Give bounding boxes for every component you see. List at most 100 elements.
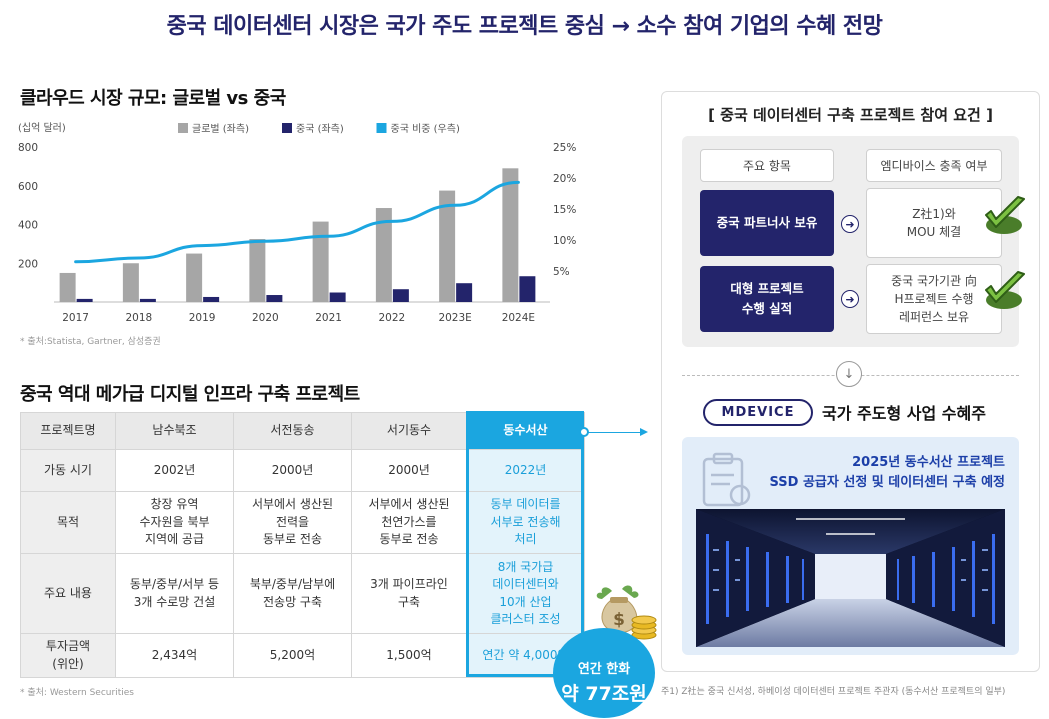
- cloud-source: * 출처:Statista, Gartner, 삼성증권: [20, 337, 161, 347]
- legend-label: 중국 (좌측): [296, 123, 344, 135]
- row-label: 가동 시기: [20, 449, 116, 492]
- table-header-cell: 서기동수: [351, 412, 467, 450]
- table-header-cell-highlight: 동수서산: [466, 412, 585, 450]
- bar: [203, 296, 220, 302]
- table-cell: 서부에서 생산된 전력을 동부로 전송: [233, 491, 352, 554]
- bar: [249, 239, 266, 302]
- connector-dot: [579, 427, 589, 437]
- infra-table: 프로젝트명 남수북조 서전동송 서기동수 동수서산 가동 시기 2002년 20…: [20, 412, 585, 678]
- table-cell: 2000년: [233, 449, 352, 492]
- clipboard-icon: [702, 452, 751, 507]
- legend-swatch: [282, 123, 292, 133]
- arrow-right-icon: ➜: [841, 215, 859, 233]
- table-row: 투자금액 (위안) 2,434억 5,200억 1,500억 연간 약 4,00…: [20, 633, 585, 678]
- legend-swatch: [376, 123, 387, 133]
- requirement-status-project: 중국 국가기관 向 H프로젝트 수행 레퍼런스 보유: [866, 264, 1002, 334]
- beneficiary-title: 국가 주도형 사업 수혜주: [822, 404, 986, 423]
- table-cell: 2000년: [351, 449, 467, 492]
- col-item-header: 주요 항목: [700, 149, 834, 182]
- series-line-china-share: [74, 180, 520, 264]
- infra-section-title: 중국 역대 메가급 디지털 인프라 구축 프로젝트: [20, 384, 360, 405]
- check-icon: [985, 196, 1025, 234]
- table-cell-highlight: 2022년: [466, 449, 585, 492]
- bar: [59, 272, 76, 302]
- bar: [266, 295, 283, 302]
- col-status-header: 엠디바이스 충족 여부: [866, 149, 1002, 182]
- requirement-status-partner: Z社1)와 MOU 체결: [866, 188, 1002, 258]
- table-cell-highlight: 8개 국가급 데이터센터와 10개 산업 클러스터 조성: [466, 553, 585, 634]
- table-row: 가동 시기 2002년 2000년 2000년 2022년: [20, 449, 585, 492]
- bar: [76, 298, 93, 302]
- table-header-row: 프로젝트명 남수북조 서전동송 서기동수 동수서산: [20, 412, 585, 450]
- x-tick-label: 2018: [126, 312, 153, 324]
- footnote: 주1) Z社는 중국 신서성, 하베이성 데이터센터 프로젝트 주관자 (동수서…: [661, 687, 1006, 697]
- bar: [519, 276, 536, 302]
- x-tick-label: 2023E: [438, 312, 471, 324]
- row-label: 주요 내용: [20, 553, 116, 634]
- y-right-tick-label: 25%: [553, 142, 576, 154]
- x-tick-label: 2020: [252, 312, 279, 324]
- legend-swatch: [178, 123, 188, 133]
- cloud-section-title: 클라우드 시장 규모: 글로벌 vs 중국: [20, 88, 286, 109]
- table-cell: 1,500억: [351, 633, 467, 678]
- infra-source: * 출처: Western Securities: [20, 688, 134, 698]
- table-cell: 2,434억: [115, 633, 234, 678]
- bar: [186, 253, 203, 302]
- badge-line2: 약 77조원: [561, 683, 647, 705]
- legend-label: 중국 비중 (우측): [391, 123, 460, 135]
- table-cell: 5,200억: [233, 633, 352, 678]
- y-tick-label: 600: [18, 181, 38, 193]
- x-tick-label: 2024E: [502, 312, 535, 324]
- x-tick-label: 2019: [189, 312, 216, 324]
- datacenter-text: 2025년 동수서산 프로젝트 SSD 공급자 선정 및 데이터센터 구축 예정: [769, 455, 1006, 491]
- table-cell: 창장 유역 수자원을 북부 지역에 공급: [115, 491, 234, 554]
- table-cell: 동부/중부/서부 등 3개 수로망 건설: [115, 553, 234, 634]
- table-cell: 3개 파이프라인 구축: [351, 553, 467, 634]
- y-tick-label: 400: [18, 220, 38, 232]
- arrow-right-icon: ➜: [841, 290, 859, 308]
- bar: [139, 298, 156, 302]
- bar: [312, 221, 329, 302]
- row-label: 목적: [20, 491, 116, 554]
- table-cell-highlight: 동부 데이터를 서부로 전송해 처리: [466, 491, 585, 554]
- legend-label: 글로벌 (좌측): [192, 123, 249, 135]
- page-title: 중국 데이터센터 시장은 국가 주도 프로젝트 중심 → 소수 참여 기업의 수…: [166, 14, 883, 39]
- y-tick-label: 200: [18, 258, 38, 270]
- table-cell: 서부에서 생산된 천연가스를 동부로 전송: [351, 491, 467, 554]
- datacenter-box: 2025년 동수서산 프로젝트 SSD 공급자 선정 및 데이터센터 구축 예정: [682, 437, 1019, 655]
- table-header-cell: 남수북조: [115, 412, 234, 450]
- connector-line: [584, 432, 642, 433]
- arrow-down-icon: ↓: [836, 361, 862, 387]
- x-tick-label: 2022: [379, 312, 406, 324]
- y-right-tick-label: 20%: [553, 173, 576, 185]
- y-right-tick-label: 15%: [553, 204, 576, 216]
- y-tick-label: 800: [18, 142, 38, 154]
- x-tick-label: 2021: [315, 312, 342, 324]
- bar: [439, 190, 456, 302]
- bar: [502, 168, 519, 302]
- requirement-item-partner: 중국 파트너사 보유: [700, 190, 834, 256]
- table-cell: 2002년: [115, 449, 234, 492]
- y-axis-unit: (십억 달러): [18, 122, 66, 134]
- requirements-title: [ 중국 데이터센터 구축 프로젝트 참여 요건 ]: [708, 106, 993, 124]
- table-row: 주요 내용 동부/중부/서부 등 3개 수로망 건설 북부/중부/남부에 전송망…: [20, 553, 585, 634]
- y-right-tick-label: 10%: [553, 235, 576, 247]
- bar: [456, 283, 473, 302]
- bar: [392, 289, 409, 302]
- y-right-tick-label: 5%: [553, 266, 570, 278]
- table-header-cell: 프로젝트명: [20, 412, 116, 450]
- bar: [375, 208, 392, 302]
- table-cell: 북부/중부/남부에 전송망 구축: [233, 553, 352, 634]
- svg-text:$: $: [613, 610, 625, 630]
- x-tick-label: 2017: [62, 312, 89, 324]
- bar: [122, 263, 139, 302]
- connector-arrow-icon: [640, 428, 648, 436]
- annual-investment-badge: 연간 한화 약 77조원: [553, 628, 655, 718]
- table-row: 목적 창장 유역 수자원을 북부 지역에 공급 서부에서 생산된 전력을 동부로…: [20, 491, 585, 554]
- cloud-market-chart: (십억 달러) 글로벌 (좌측) 중국 (좌측) 중국 비중 (우측) 200 400 60…: [18, 122, 576, 324]
- check-icon: [985, 271, 1025, 309]
- badge-line1: 연간 한화: [577, 662, 631, 677]
- bar: [329, 292, 346, 302]
- row-label: 투자금액 (위안): [20, 633, 116, 678]
- requirement-item-project: 대형 프로젝트 수행 실적: [700, 266, 834, 332]
